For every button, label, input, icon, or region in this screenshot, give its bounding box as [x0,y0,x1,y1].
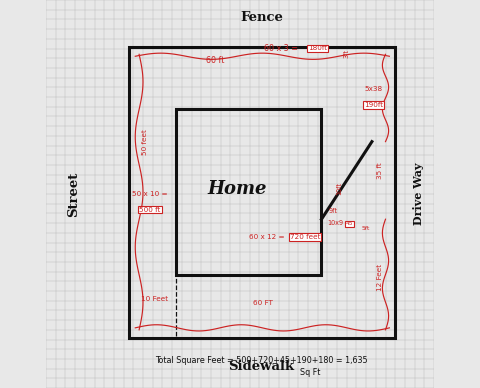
Text: 12 Feet: 12 Feet [377,264,384,291]
Text: 9ft: 9ft [329,208,337,215]
Text: Street: Street [67,171,80,217]
Text: Sidewalk: Sidewalk [228,360,294,373]
Text: 190ft: 190ft [364,102,384,108]
Text: 60 FT: 60 FT [253,300,273,306]
Text: 5ft: 5ft [362,227,370,231]
Text: 60 x 3 =: 60 x 3 = [264,44,298,53]
Text: 35 ft: 35 ft [377,162,384,179]
Text: 720 feet: 720 feet [290,234,321,240]
Text: 500 ft: 500 ft [139,206,161,213]
Text: 60 x 12 =: 60 x 12 = [249,234,285,240]
Text: 10x9: 10x9 [327,220,343,226]
Bar [176,109,322,275]
Text: 45: 45 [346,222,354,226]
Text: 50 feet: 50 feet [143,129,148,154]
Text: 60 ft: 60 ft [205,55,224,65]
Text: 3ft: 3ft [344,49,350,58]
Text: 10 Feet: 10 Feet [141,296,168,302]
Text: 180ft: 180ft [308,45,327,52]
Text: 50 x 10 =: 50 x 10 = [132,191,168,197]
Text: Total Square Feet = 500+720+45+190+180 = 1,635: Total Square Feet = 500+720+45+190+180 =… [155,355,368,365]
Text: Fence: Fence [240,11,283,24]
Text: 5x38: 5x38 [365,86,383,92]
Text: Drive Way: Drive Way [413,163,424,225]
Text: 10ft: 10ft [336,182,343,195]
Text: Home: Home [207,180,267,198]
Bar [130,47,395,338]
Text: Sq Ft: Sq Ft [300,368,320,377]
